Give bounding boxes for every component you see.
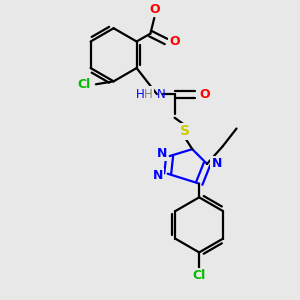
Text: HN: HN — [135, 88, 153, 100]
Text: N: N — [157, 147, 167, 160]
Text: O: O — [200, 88, 210, 100]
Text: Cl: Cl — [77, 78, 91, 91]
Text: N: N — [153, 169, 163, 182]
Text: H: H — [144, 88, 153, 100]
Text: N: N — [157, 88, 166, 100]
Text: N: N — [212, 158, 222, 170]
Text: O: O — [149, 3, 160, 16]
Text: S: S — [180, 124, 190, 139]
Text: Cl: Cl — [193, 269, 206, 283]
Text: O: O — [169, 35, 180, 48]
